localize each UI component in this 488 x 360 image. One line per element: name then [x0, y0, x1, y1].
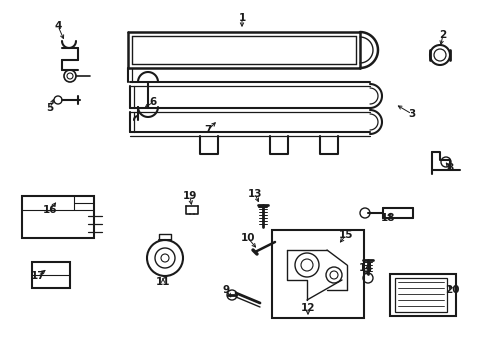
- Text: 17: 17: [31, 271, 45, 281]
- Text: 9: 9: [222, 285, 229, 295]
- Text: 3: 3: [407, 109, 415, 119]
- Text: 11: 11: [156, 277, 170, 287]
- Text: 1: 1: [238, 13, 245, 23]
- Text: 20: 20: [444, 285, 458, 295]
- Text: 7: 7: [204, 125, 211, 135]
- Text: 12: 12: [300, 303, 315, 313]
- Text: 13: 13: [247, 189, 262, 199]
- Bar: [22, 196, 94, 238]
- Text: 8: 8: [446, 163, 453, 173]
- Bar: [32, 262, 70, 288]
- Bar: [271, 230, 363, 318]
- Text: 5: 5: [46, 103, 54, 113]
- Bar: [389, 274, 455, 316]
- Text: 4: 4: [54, 21, 61, 31]
- Text: 14: 14: [358, 263, 372, 273]
- Text: 10: 10: [240, 233, 255, 243]
- Text: 2: 2: [439, 30, 446, 40]
- Text: 18: 18: [380, 213, 394, 223]
- Bar: [394, 278, 446, 312]
- Text: 16: 16: [42, 205, 57, 215]
- Text: 15: 15: [338, 230, 352, 240]
- Text: 19: 19: [183, 191, 197, 201]
- Text: 6: 6: [149, 97, 156, 107]
